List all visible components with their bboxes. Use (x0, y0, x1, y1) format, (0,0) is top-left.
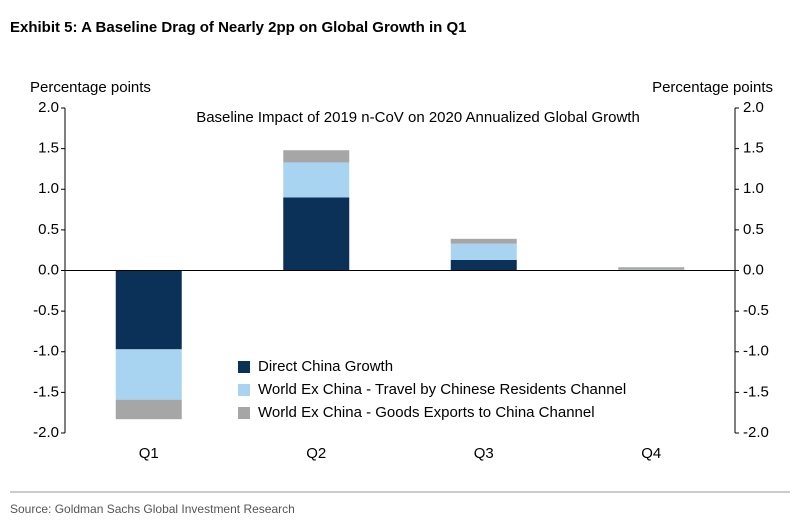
bar-segment (450, 259, 517, 271)
y-tick-label: -2.0 (33, 424, 59, 441)
legend-label: World Ex China - Travel by Chinese Resid… (258, 381, 626, 398)
x-tick-label: Q2 (306, 445, 326, 462)
x-tick-label: Q1 (139, 445, 159, 462)
y-tick-label: -1.0 (33, 343, 59, 360)
y2-tick-label: 2.0 (743, 99, 764, 116)
legend-label: World Ex China - Goods Exports to China … (258, 404, 595, 421)
bar-segment (618, 267, 685, 270)
y-axis-label: Percentage points (30, 79, 151, 96)
chart-title: Exhibit 5: A Baseline Drag of Nearly 2pp… (10, 19, 466, 36)
y-tick-label: -1.5 (33, 383, 59, 400)
bar-segment (450, 238, 517, 244)
bar-segment (283, 150, 350, 163)
y2-tick-label: 0.5 (743, 221, 764, 238)
bar-segment (115, 399, 182, 420)
y2-tick-label: 0.0 (743, 261, 764, 278)
y2-tick-label: -0.5 (743, 302, 769, 319)
y2-tick-label: -2.0 (743, 424, 769, 441)
source-note: Source: Goldman Sachs Global Investment … (10, 502, 295, 516)
y-tick-label: 0.5 (38, 221, 59, 238)
bar-segment (115, 270, 182, 350)
y-tick-label: 1.0 (38, 180, 59, 197)
bar-segment (450, 243, 517, 260)
bar-segment (283, 197, 350, 271)
legend-label: Direct China Growth (258, 358, 393, 375)
legend-swatch (238, 407, 250, 419)
y2-tick-label: 1.0 (743, 180, 764, 197)
x-tick-label: Q3 (474, 445, 494, 462)
x-tick-label: Q4 (641, 445, 661, 462)
legend-swatch (238, 384, 250, 396)
y2-axis-label: Percentage points (652, 79, 773, 96)
chart-subtitle: Baseline Impact of 2019 n-CoV on 2020 An… (196, 109, 640, 126)
y-tick-label: 0.0 (38, 261, 59, 278)
y-tick-label: 2.0 (38, 99, 59, 116)
legend-swatch (238, 361, 250, 373)
y-tick-label: -0.5 (33, 302, 59, 319)
y2-tick-label: -1.5 (743, 383, 769, 400)
y-tick-label: 1.5 (38, 140, 59, 157)
bar-segment (283, 162, 350, 198)
bar-segment (115, 349, 182, 400)
y2-tick-label: -1.0 (743, 343, 769, 360)
y2-tick-label: 1.5 (743, 140, 764, 157)
